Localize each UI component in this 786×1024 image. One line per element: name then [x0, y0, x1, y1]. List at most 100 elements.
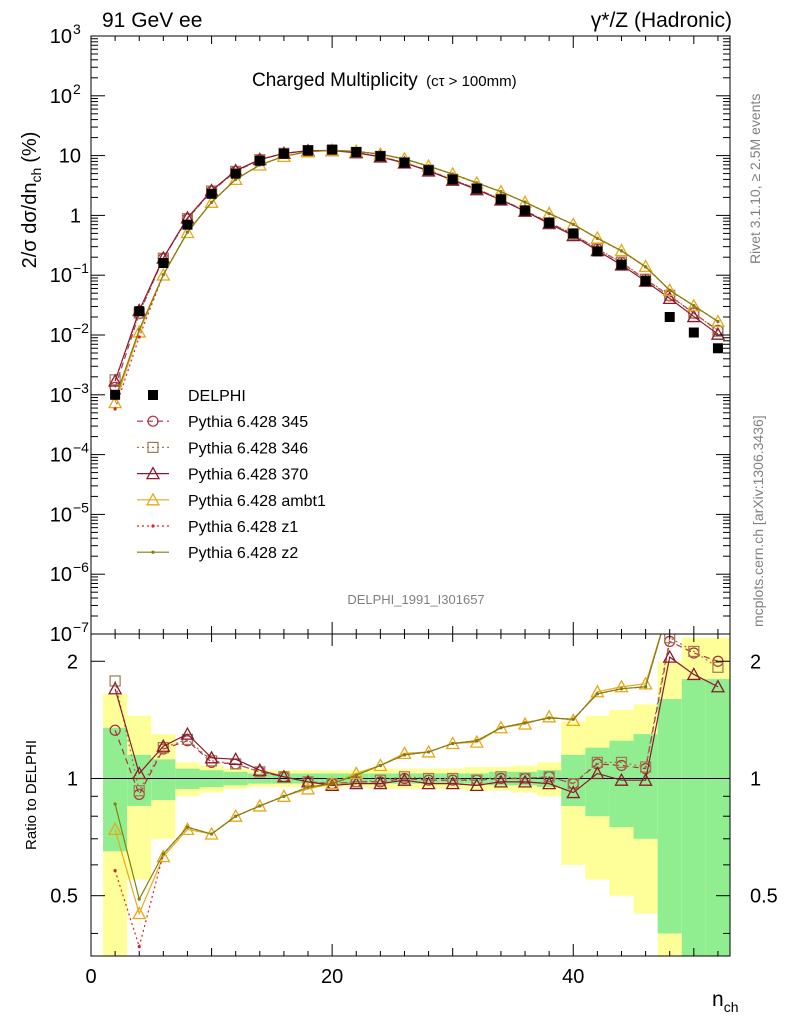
data-point	[471, 183, 482, 194]
data-point	[230, 168, 241, 179]
ratio-marker-p346	[567, 778, 579, 790]
data-point	[134, 306, 145, 317]
main-marker-p370	[108, 373, 123, 387]
data-point	[399, 157, 410, 168]
ratio-marker-p370	[132, 766, 147, 780]
main-marker-ambt1	[180, 225, 195, 239]
main-y-tick-exponent: −4	[73, 440, 89, 456]
ratio-marker-ambt1	[397, 746, 412, 760]
ratio-marker-ambt1	[180, 822, 195, 836]
data-point	[351, 146, 362, 157]
ratio-marker-p346	[664, 634, 676, 644]
main-marker-p370	[662, 290, 677, 305]
ratio-marker-z2	[595, 692, 599, 696]
ratio-band-inner	[151, 759, 176, 801]
data-point	[254, 155, 265, 166]
main-y-tick-label: 10	[50, 445, 72, 467]
ratio-marker-p346	[543, 771, 555, 783]
data-point	[447, 174, 458, 185]
data-point	[568, 228, 579, 239]
ratio-band-inner	[657, 699, 682, 934]
ratio-series-lines	[108, 603, 726, 949]
ratio-marker-p346	[640, 761, 652, 773]
data-point	[640, 275, 651, 286]
ratio-y-tick-label-left: 1	[67, 768, 78, 790]
ratio-marker-ambt1	[228, 808, 243, 822]
main-line-ambt1	[114, 149, 719, 403]
main-y-tick-label: 1	[70, 205, 81, 227]
legend-label: Pythia 6.428 370	[188, 467, 308, 484]
data-point	[664, 311, 675, 322]
ratio-ylabel: Ratio to DELPHI	[23, 740, 40, 850]
legend: DELPHI Pythia 6.428 345 Pythia 6.428 346 Py…	[137, 388, 326, 562]
ratio-marker-p370	[590, 766, 605, 780]
ratio-marker-z2	[113, 802, 117, 806]
main-y-tick-label: 10	[50, 624, 72, 646]
main-ylabel-text: 2/σ dσ/dn	[19, 183, 41, 269]
ratio-marker-z2	[306, 785, 310, 789]
main-marker-ambt1	[228, 172, 243, 186]
data-point	[303, 145, 314, 156]
data-point	[712, 343, 723, 354]
ratio-marker-p346	[615, 756, 628, 768]
ratio-marker-p370	[180, 726, 195, 740]
main-y-tick-label: 10	[50, 385, 72, 407]
main-marker-ambt1	[686, 298, 701, 312]
ratio-marker-ambt1	[156, 849, 171, 863]
ratio-marker-z2	[402, 753, 407, 757]
ratio-marker-z2	[547, 716, 551, 720]
legend-label: Pythia 6.428 z1	[188, 519, 298, 536]
main-line-z2	[114, 149, 719, 399]
ratio-marker-z2	[426, 750, 431, 754]
ratio-marker-p346	[374, 774, 386, 786]
ratio-marker-ambt1	[638, 676, 653, 690]
main-frame	[90, 35, 731, 635]
ratio-marker-p370	[421, 776, 436, 790]
ratio-marker-p370	[204, 750, 219, 764]
ratio-marker-p370	[397, 772, 412, 786]
ratio-marker-ambt1	[108, 822, 123, 836]
data-point	[110, 389, 121, 400]
ratio-band-inner	[127, 754, 152, 806]
header-right: γ*/Z (Hadronic)	[591, 9, 732, 32]
ratio-marker-p370	[614, 772, 629, 786]
ratio-marker-ambt1	[566, 713, 581, 727]
ratio-marker-p370	[349, 776, 364, 790]
main-marker-z2	[668, 288, 672, 292]
legend-marker	[151, 524, 155, 528]
ratio-band-inner	[609, 740, 634, 828]
main-marker-z2	[571, 222, 575, 226]
ratio-band-inner	[681, 679, 706, 956]
main-y-tick-label: 10	[50, 26, 72, 48]
data-point	[520, 205, 531, 216]
main-y-tick-exponent: −7	[73, 619, 89, 635]
ratio-marker-z2	[644, 685, 648, 689]
ratio-marker-p370	[710, 679, 726, 693]
ratio-band-inner	[561, 754, 586, 806]
ratio-marker-z2	[330, 782, 334, 786]
ratio-marker-p346	[109, 675, 121, 687]
main-marker-z2	[716, 319, 720, 324]
ratio-marker-p370	[517, 774, 533, 788]
ratio-marker-z2	[619, 687, 624, 691]
chart-title-suffix: (cτ > 100mm)	[426, 73, 517, 90]
xlabel-sub: ch	[724, 999, 739, 1015]
data-point	[616, 259, 627, 270]
main-y-tick-exponent: −2	[73, 320, 89, 336]
main-y-tick-exponent: −6	[73, 559, 89, 575]
ratio-marker-p346	[157, 742, 169, 754]
main-marker-ambt1	[710, 314, 726, 328]
main-y-tick-exponent: 3	[73, 21, 81, 37]
ratio-marker-z2	[692, 603, 695, 606]
ratio-marker-z1	[137, 945, 141, 949]
ratio-marker-z1	[716, 603, 719, 606]
ratio-marker-p346	[519, 772, 531, 785]
ratio-y-tick-label-right: 2	[750, 651, 761, 673]
ratio-marker-ambt1	[590, 684, 605, 698]
main-ylabel-unit: (%)	[19, 132, 41, 163]
data-point	[158, 257, 169, 268]
ratio-marker-z1	[113, 868, 117, 873]
ratio-marker-z2	[282, 794, 286, 798]
legend-marker	[147, 441, 159, 453]
